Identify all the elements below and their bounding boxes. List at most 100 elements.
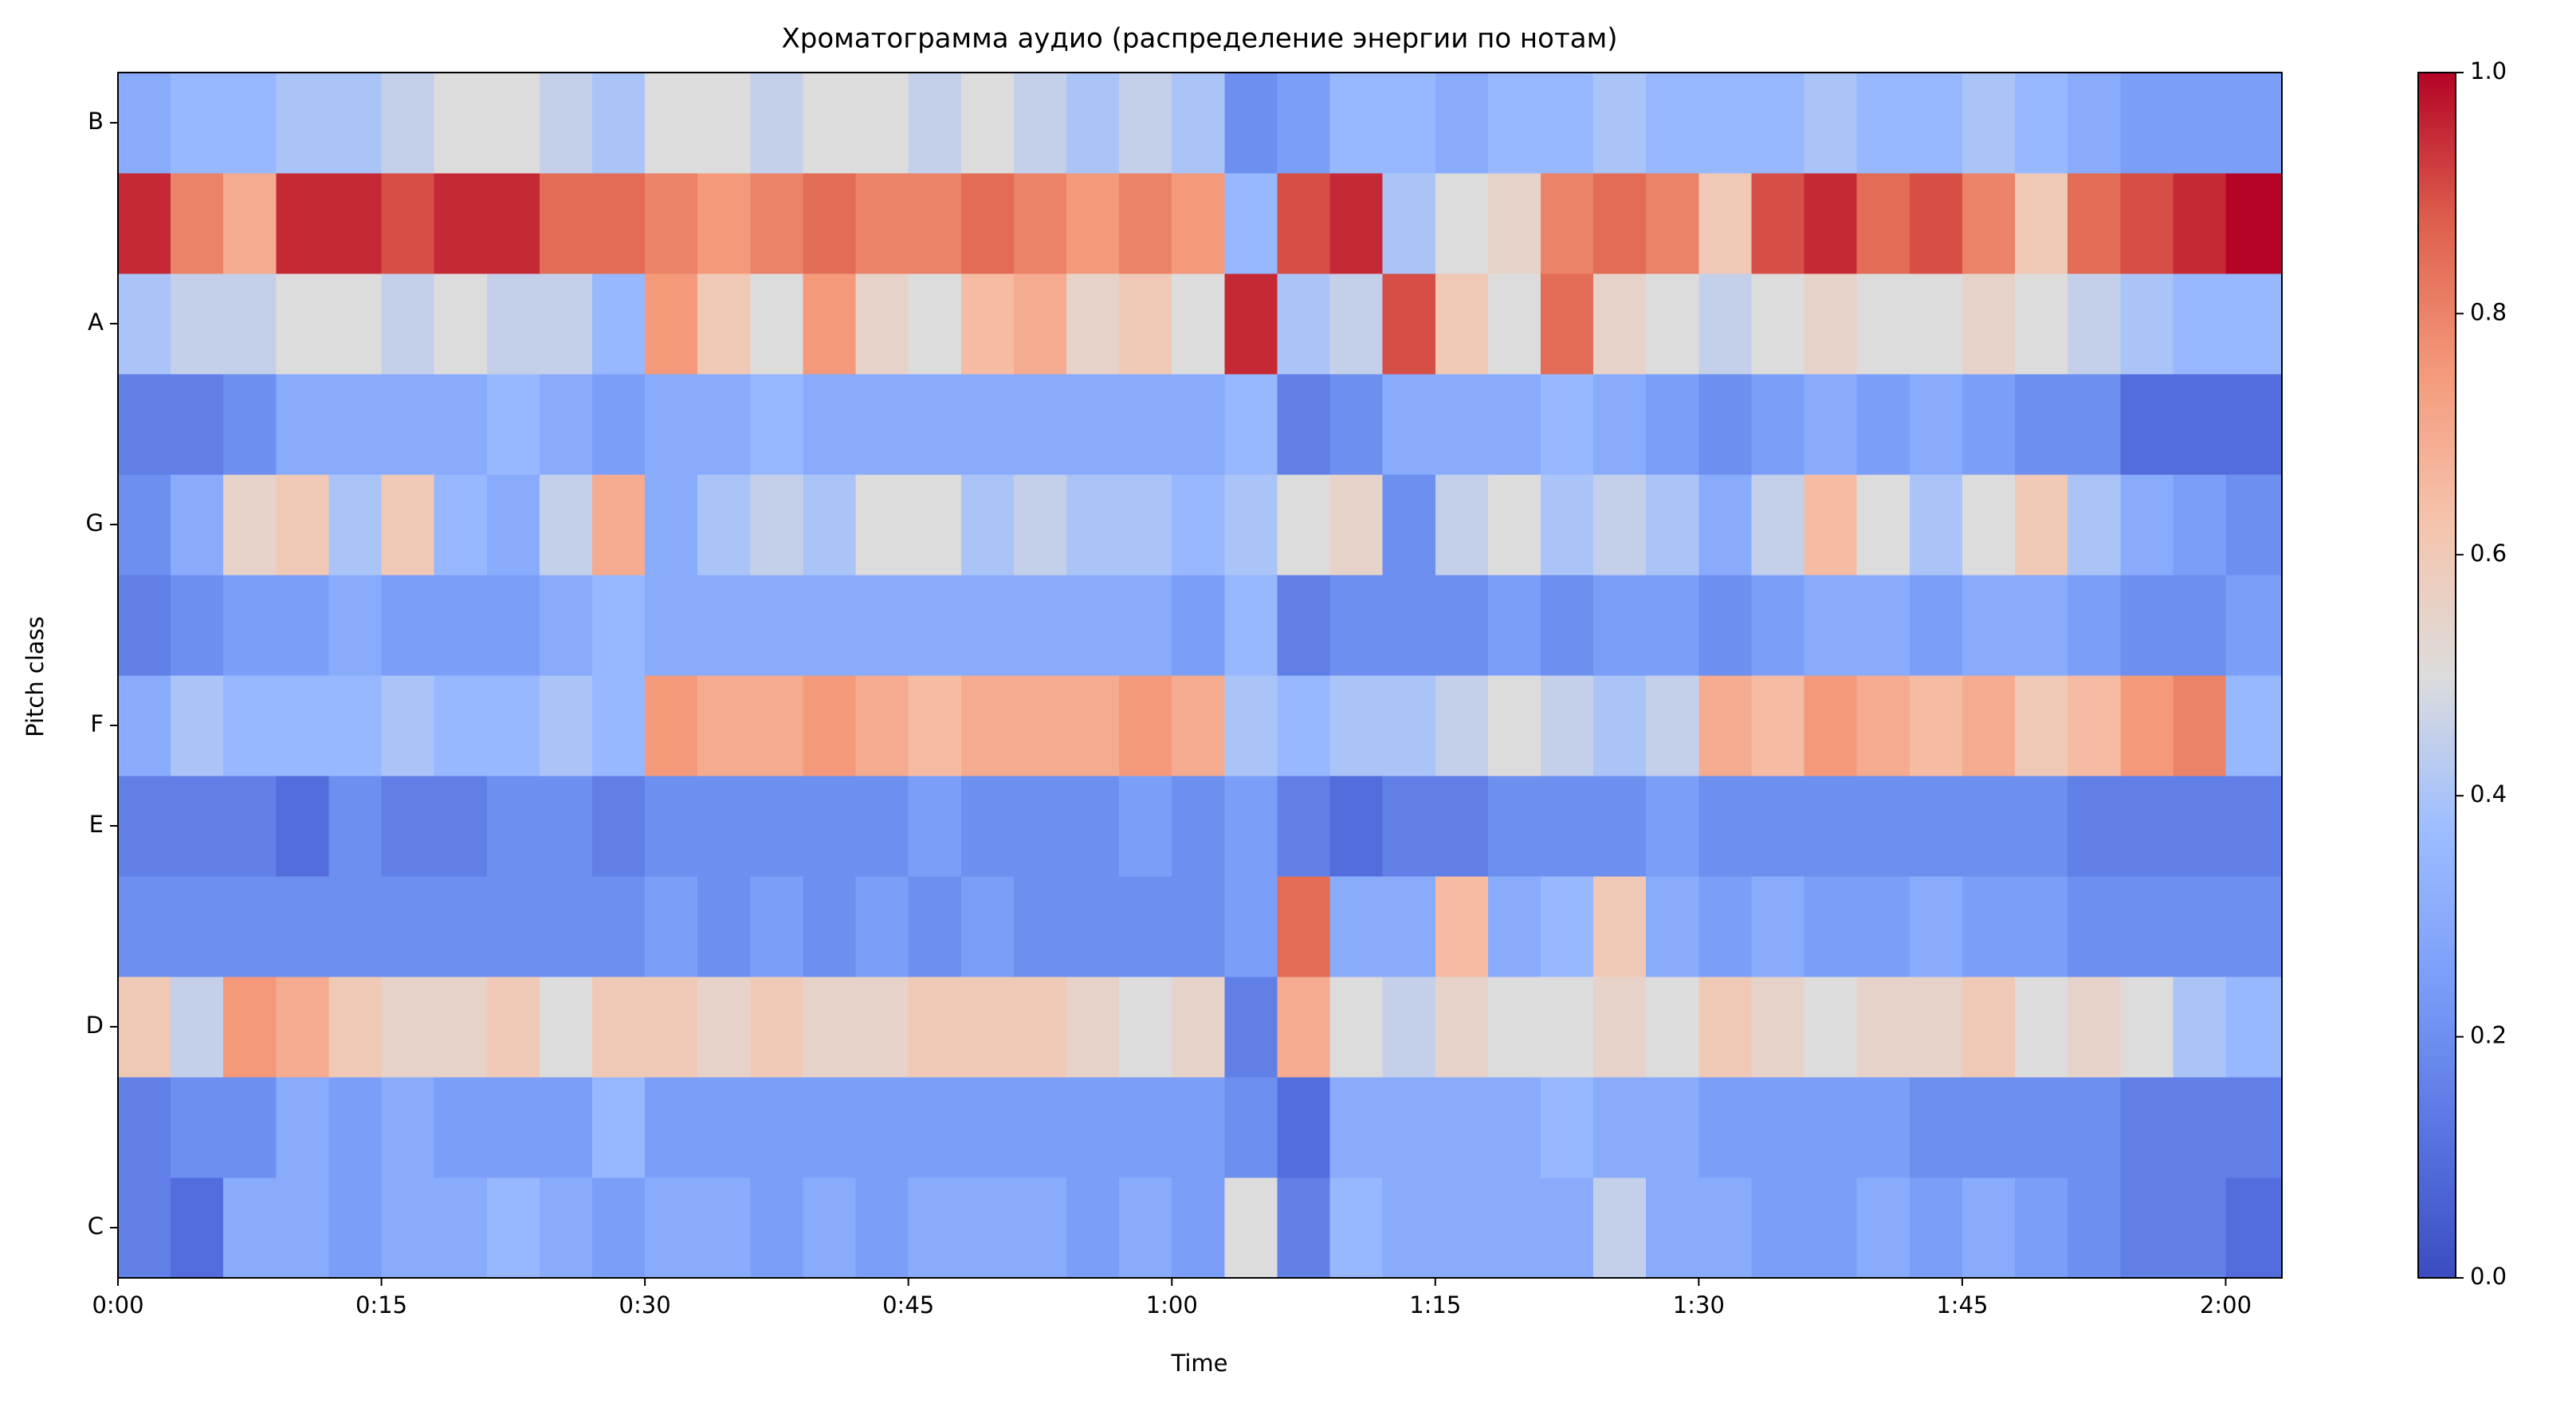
heatmap-cell [1224, 575, 1278, 676]
heatmap-cell [1751, 675, 1805, 776]
heatmap-cell [697, 776, 751, 877]
heatmap-cell [697, 273, 751, 375]
heatmap-cell [2173, 173, 2226, 274]
heatmap-cell [1224, 675, 1278, 776]
heatmap-cell [1013, 273, 1067, 375]
heatmap-cell [1329, 73, 1384, 174]
heatmap-cell [2173, 977, 2226, 1078]
heatmap-cell [908, 474, 962, 576]
y-tick-label: G [86, 509, 104, 536]
heatmap-cell [1066, 1177, 1120, 1279]
heatmap-cell [1909, 575, 1963, 676]
heatmap-cell [908, 374, 962, 475]
heatmap-cell [171, 474, 224, 576]
heatmap-cell [960, 1177, 1015, 1279]
heatmap-cell [592, 977, 646, 1078]
heatmap-cell [1329, 1177, 1384, 1279]
heatmap-cell [803, 675, 857, 776]
heatmap-cell [908, 776, 962, 877]
heatmap-cell [908, 876, 962, 977]
heatmap-cell [1646, 374, 1699, 475]
heatmap-cell [1172, 675, 1225, 776]
heatmap-cell [2173, 1077, 2226, 1178]
heatmap-cell [2067, 374, 2121, 475]
heatmap-cell [1172, 273, 1225, 375]
heatmap-cell [592, 876, 646, 977]
heatmap-cell [1435, 173, 1489, 274]
heatmap-cell [381, 374, 435, 475]
heatmap-cell [855, 776, 909, 877]
heatmap-cell [276, 675, 329, 776]
heatmap-cell [2225, 73, 2283, 174]
heatmap-cell [1382, 273, 1436, 375]
heatmap-cell [960, 374, 1015, 475]
heatmap-cell [1013, 977, 1067, 1078]
heatmap-cell [2225, 675, 2283, 776]
heatmap-cell [1066, 776, 1120, 877]
heatmap-cell [1751, 876, 1805, 977]
heatmap-cell [118, 575, 171, 676]
heatmap-cell [908, 73, 962, 174]
heatmap-cell [1961, 474, 2016, 576]
heatmap-cell [1593, 776, 1647, 877]
heatmap-cell [2173, 575, 2226, 676]
heatmap-cell [1435, 675, 1489, 776]
heatmap-cell [328, 73, 383, 174]
heatmap-cell [223, 977, 277, 1078]
heatmap-cell [171, 575, 224, 676]
heatmap-cell [803, 575, 857, 676]
heatmap-cell [1277, 977, 1331, 1078]
heatmap-cell [1961, 1177, 2016, 1279]
heatmap-cell [486, 675, 540, 776]
heatmap-cell [1487, 675, 1541, 776]
heatmap-cell [434, 776, 488, 877]
heatmap-cell [328, 474, 383, 576]
heatmap-cell [328, 776, 383, 877]
heatmap-cell [223, 776, 277, 877]
heatmap-cell [434, 374, 488, 475]
heatmap-cell [697, 876, 751, 977]
heatmap-cell [2120, 1177, 2174, 1279]
heatmap-cell [1804, 776, 1858, 877]
heatmap-cell [2173, 876, 2226, 977]
heatmap-cell [171, 977, 224, 1078]
heatmap-cell [1856, 1077, 1910, 1178]
heatmap-cell [171, 675, 224, 776]
heatmap-cell [1541, 273, 1594, 375]
heatmap-cell [2015, 675, 2068, 776]
heatmap-cell [960, 575, 1015, 676]
heatmap-cell [1329, 575, 1384, 676]
heatmap-cell [118, 173, 171, 274]
heatmap-cell [960, 776, 1015, 877]
heatmap-cell [223, 474, 277, 576]
heatmap-cell [118, 1177, 171, 1279]
heatmap-cell [750, 73, 803, 174]
heatmap-cell [1329, 876, 1384, 977]
heatmap-cell [750, 675, 803, 776]
heatmap-cell [1541, 977, 1594, 1078]
heatmap-cell [960, 474, 1015, 576]
heatmap-cell [1593, 73, 1647, 174]
heatmap-cell [276, 173, 329, 274]
heatmap-cell [539, 73, 593, 174]
x-tick-label: 2:00 [2200, 1291, 2252, 1319]
heatmap-cell [1172, 575, 1225, 676]
heatmap-cell [750, 1077, 803, 1178]
heatmap-cell [750, 273, 803, 375]
colorbar-tick-label: 0.6 [2470, 540, 2507, 567]
heatmap-cell [645, 1177, 698, 1279]
heatmap-cell [1382, 977, 1436, 1078]
heatmap-cell [803, 173, 857, 274]
heatmap-cell [539, 776, 593, 877]
heatmap-cell [223, 374, 277, 475]
heatmap-cell [1277, 273, 1331, 375]
heatmap-cell [1804, 273, 1858, 375]
heatmap-cell [1804, 876, 1858, 977]
heatmap-cell [1961, 173, 2016, 274]
heatmap-cell [1646, 1077, 1699, 1178]
heatmap-cell [1698, 474, 1752, 576]
heatmap-cell [960, 273, 1015, 375]
heatmap-cell [2067, 876, 2121, 977]
heatmap-cell [1172, 173, 1225, 274]
